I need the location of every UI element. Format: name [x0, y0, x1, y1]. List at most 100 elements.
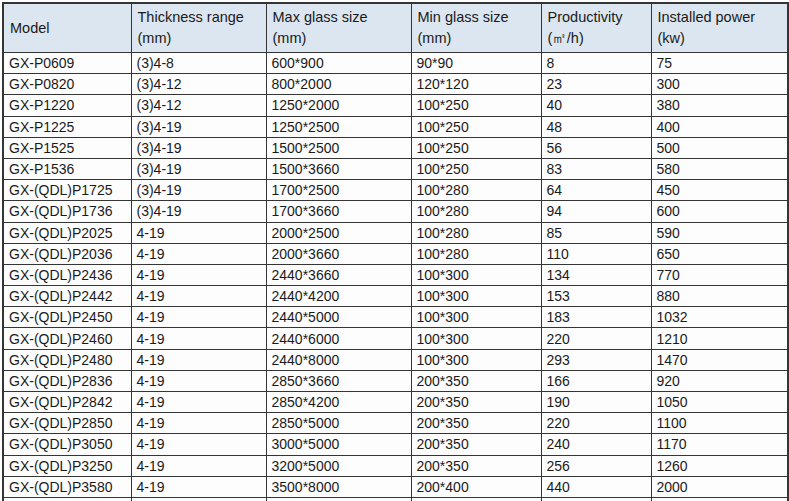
cell-productivity: 256 [541, 455, 651, 476]
header-max-glass-size-label: Max glass size [273, 7, 409, 28]
cell-installed-power: 1050 [651, 392, 788, 413]
cell-max-glass-size: 1700*3660 [266, 201, 411, 222]
cell-min-glass-size: 100*280 [411, 180, 541, 201]
cell-installed-power: 2000 [651, 476, 788, 497]
cell-min-glass-size: 90*90 [411, 53, 541, 74]
cell-max-glass-size: 2850*5000 [266, 413, 411, 434]
cell-model: GX-(QDL)P3580 [3, 476, 131, 497]
cell-thickness-range: 4-19 [131, 222, 266, 243]
cell-min-glass-size: 200*350 [411, 434, 541, 455]
cell-installed-power: 650 [651, 243, 788, 264]
cell-thickness-range: 4-19 [131, 328, 266, 349]
cell-thickness-range: 4-19 [131, 455, 266, 476]
cell-max-glass-size: 2000*3660 [266, 243, 411, 264]
cell-installed-power: 580 [651, 158, 788, 179]
cell-min-glass-size: 100*300 [411, 264, 541, 285]
cell-model: GX-(QDL)P2842 [3, 392, 131, 413]
table-row: GX-(QDL)P28504-192850*5000200*3502201100 [3, 413, 788, 434]
table-row: GX-P0820(3)4-12800*2000120*12023300 [3, 74, 788, 95]
cell-productivity: 23 [541, 74, 651, 95]
cell-productivity: 40 [541, 95, 651, 116]
cell-min-glass-size: 200*350 [411, 392, 541, 413]
cell-productivity: 440 [541, 476, 651, 497]
cell-productivity: 85 [541, 222, 651, 243]
cell-thickness-range: (3)4-8 [131, 53, 266, 74]
cell-min-glass-size: 100*250 [411, 158, 541, 179]
cell-productivity: 134 [541, 264, 651, 285]
cell-thickness-range: 4-19 [131, 370, 266, 391]
cell-installed-power: 450 [651, 180, 788, 201]
table-row: GX-P1536(3)4-191500*3660100*25083580 [3, 158, 788, 179]
header-installed-power: Installed power (kw) [651, 3, 788, 53]
cell-max-glass-size: 3000*5000 [266, 434, 411, 455]
cell-model: GX-(QDL)P2850 [3, 413, 131, 434]
screenshot-root: Model Thickness range (mm) Max glass siz… [0, 0, 789, 501]
header-productivity: Productivity (㎡/h) [541, 3, 651, 53]
header-installed-power-unit: (kw) [658, 28, 786, 49]
cell-installed-power: 600 [651, 201, 788, 222]
header-model: Model [3, 3, 131, 53]
cell-min-glass-size: 100*300 [411, 328, 541, 349]
cell-min-glass-size: 100*250 [411, 137, 541, 158]
cell-min-glass-size: 100*280 [411, 222, 541, 243]
cell-installed-power: 380 [651, 95, 788, 116]
cell-model: GX-P1525 [3, 137, 131, 158]
cell-empty [541, 497, 651, 501]
glass-machine-spec-table: Model Thickness range (mm) Max glass siz… [2, 2, 789, 501]
cell-thickness-range: (3)4-12 [131, 74, 266, 95]
cell-productivity: 220 [541, 413, 651, 434]
header-min-glass-size-unit: (mm) [418, 28, 539, 49]
cell-model: GX-P0820 [3, 74, 131, 95]
cell-empty [266, 497, 411, 501]
table-row: GX-P1220(3)4-121250*2000100*25040380 [3, 95, 788, 116]
cell-productivity: 110 [541, 243, 651, 264]
cell-productivity: 166 [541, 370, 651, 391]
table-header: Model Thickness range (mm) Max glass siz… [3, 3, 788, 53]
cell-installed-power: 770 [651, 264, 788, 285]
cell-max-glass-size: 3200*5000 [266, 455, 411, 476]
cell-min-glass-size: 120*120 [411, 74, 541, 95]
cell-model: GX-(QDL)P1725 [3, 180, 131, 201]
cell-thickness-range: 4-19 [131, 392, 266, 413]
cell-max-glass-size: 1250*2000 [266, 95, 411, 116]
cell-installed-power: 1470 [651, 349, 788, 370]
table-body: GX-P0609(3)4-8600*90090*90875GX-P0820(3)… [3, 53, 788, 501]
cell-productivity: 240 [541, 434, 651, 455]
cell-max-glass-size: 2000*2500 [266, 222, 411, 243]
table-row: GX-(QDL)P28364-192850*3660200*350166920 [3, 370, 788, 391]
table-row: GX-P0609(3)4-8600*90090*90875 [3, 53, 788, 74]
cell-max-glass-size: 1250*2500 [266, 116, 411, 137]
cell-productivity: 8 [541, 53, 651, 74]
header-installed-power-label: Installed power [658, 7, 786, 28]
cell-installed-power: 300 [651, 74, 788, 95]
cell-model: GX-P0609 [3, 53, 131, 74]
header-row: Model Thickness range (mm) Max glass siz… [3, 3, 788, 53]
cell-model: GX-(QDL)P2450 [3, 307, 131, 328]
table-row: GX-(QDL)P30504-193000*5000200*3502401170 [3, 434, 788, 455]
table-row: GX-(QDL)P24504-192440*5000100*3001831032 [3, 307, 788, 328]
cell-model: GX-(QDL)P2480 [3, 349, 131, 370]
cell-productivity: 153 [541, 286, 651, 307]
cell-min-glass-size: 100*300 [411, 307, 541, 328]
cell-thickness-range: (3)4-19 [131, 158, 266, 179]
cell-productivity: 56 [541, 137, 651, 158]
cell-productivity: 293 [541, 349, 651, 370]
cell-installed-power: 1170 [651, 434, 788, 455]
cell-model: GX-(QDL)P2836 [3, 370, 131, 391]
cell-installed-power: 590 [651, 222, 788, 243]
cell-installed-power: 400 [651, 116, 788, 137]
cell-max-glass-size: 2440*8000 [266, 349, 411, 370]
cell-model: GX-(QDL)P2025 [3, 222, 131, 243]
cell-thickness-range: 4-19 [131, 264, 266, 285]
cell-min-glass-size: 100*280 [411, 243, 541, 264]
cell-model: GX-P1225 [3, 116, 131, 137]
cell-productivity: 190 [541, 392, 651, 413]
cell-model: GX-(QDL)P1736 [3, 201, 131, 222]
table-row: GX-(QDL)P1736(3)4-191700*3660100*2809460… [3, 201, 788, 222]
table-row: GX-(QDL)P35804-193500*8000200*4004402000 [3, 476, 788, 497]
cell-min-glass-size: 200*350 [411, 455, 541, 476]
cell-thickness-range: (3)4-12 [131, 95, 266, 116]
cell-thickness-range: (3)4-19 [131, 116, 266, 137]
cell-thickness-range: 4-19 [131, 243, 266, 264]
cell-installed-power: 1100 [651, 413, 788, 434]
